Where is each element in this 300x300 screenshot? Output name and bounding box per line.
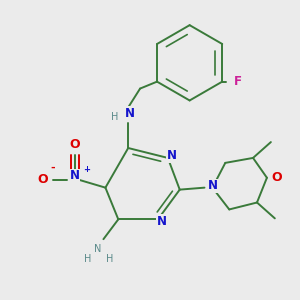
- Text: +: +: [83, 165, 90, 174]
- Text: O: O: [272, 171, 282, 184]
- Text: -: -: [51, 163, 55, 173]
- Text: N: N: [207, 179, 218, 192]
- Text: N: N: [94, 244, 101, 254]
- Text: N: N: [157, 215, 167, 228]
- Text: H: H: [111, 112, 118, 122]
- Text: H: H: [106, 254, 113, 264]
- Text: H: H: [84, 254, 91, 264]
- Text: O: O: [69, 138, 80, 151]
- Text: N: N: [70, 169, 80, 182]
- Text: N: N: [167, 149, 177, 162]
- Text: N: N: [125, 107, 135, 120]
- Text: O: O: [38, 173, 48, 186]
- Text: F: F: [234, 75, 242, 88]
